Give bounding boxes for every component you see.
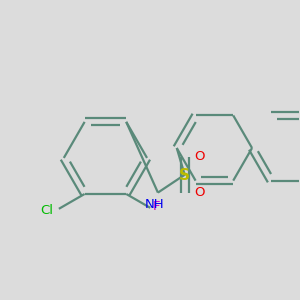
Text: NH: NH [145,198,165,211]
Text: F: F [153,200,161,213]
Text: S: S [179,168,190,183]
Text: O: O [195,150,205,164]
Text: Cl: Cl [40,204,53,217]
Text: O: O [195,186,205,199]
